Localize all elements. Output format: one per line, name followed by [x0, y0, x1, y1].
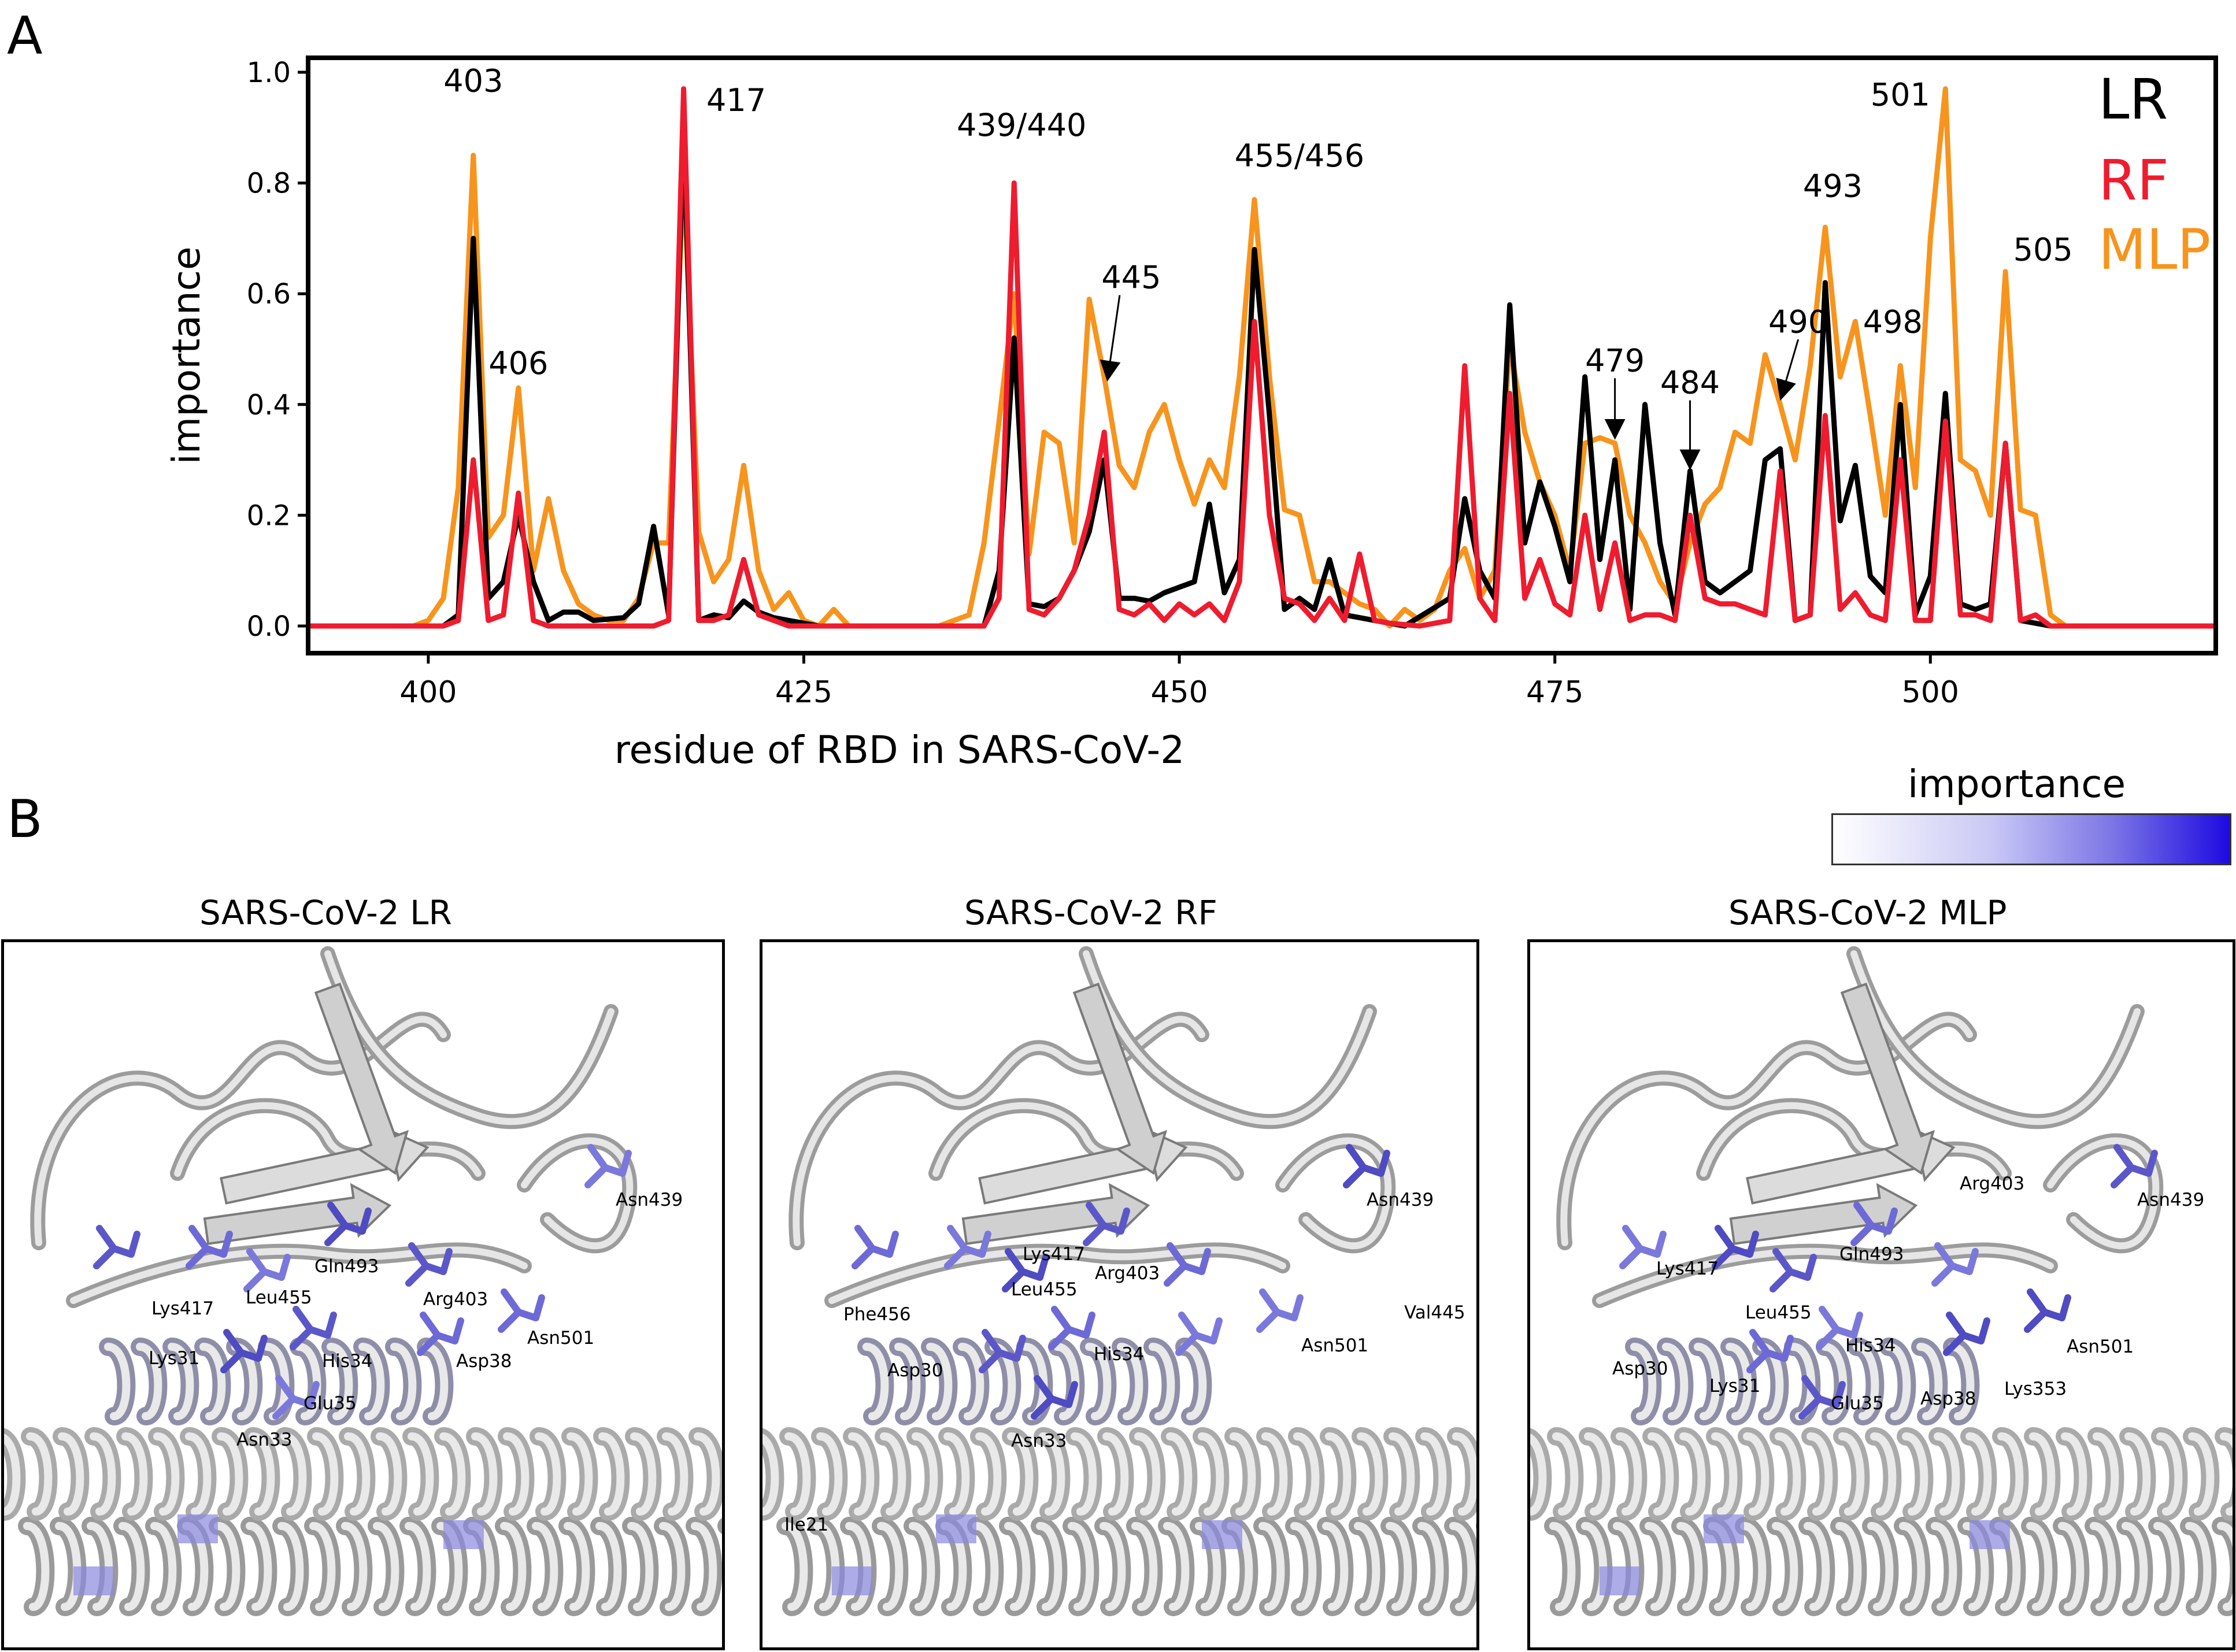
- residue-label: Asp30: [1612, 1358, 1668, 1379]
- residue-label: Asp38: [1920, 1388, 1976, 1409]
- residue-label: Lys31: [149, 1348, 200, 1369]
- peak-annotation: 484: [1660, 365, 1720, 401]
- x-tick-label: 450: [1150, 675, 1208, 710]
- residue-label: Lys417: [1656, 1258, 1719, 1279]
- x-tick-label: 425: [775, 675, 832, 710]
- y-tick-label: 1.0: [247, 57, 291, 89]
- series-line-mlp: [308, 86, 2216, 629]
- series-layer: [308, 86, 2216, 629]
- peak-annotation: 493: [1803, 168, 1863, 205]
- peak-annotation: 505: [2013, 232, 2073, 268]
- y-tick-label: 0.4: [247, 389, 291, 421]
- residue-label: Arg403: [1960, 1173, 2025, 1194]
- residue-label: Lys353: [2004, 1379, 2067, 1399]
- legend-entry-mlp: MLP: [2098, 217, 2211, 282]
- residue-label: Arg403: [1095, 1263, 1160, 1284]
- residue-label: His34: [1845, 1335, 1896, 1356]
- panel-a-label: A: [7, 6, 43, 66]
- residue-label: Leu455: [1745, 1302, 1812, 1323]
- residue-label: Asn33: [1011, 1431, 1067, 1451]
- residue-label: Ile21: [784, 1514, 829, 1535]
- x-tick-label: 500: [1902, 675, 1959, 710]
- annotation-arrow: [1776, 339, 1800, 401]
- importance-line-chart: 400 425 450 475 500 0.0 0.2 0.4 0.6 0.8 1.0 403 406…: [164, 55, 2218, 772]
- structure-panel-lr: Asn439 Gln493 Lys417 Leu455 Arg403 Asn50…: [1, 939, 725, 1650]
- structure-title-mlp: SARS-CoV-2 MLP: [1728, 893, 2007, 932]
- residue-label: Asn501: [527, 1328, 595, 1349]
- y-tick-label: 0.0: [247, 610, 291, 643]
- protein-ribbon-image: [4, 946, 722, 1616]
- residue-label: Asp38: [456, 1351, 512, 1372]
- peak-annotation: 417: [706, 82, 766, 118]
- peak-annotation: 479: [1585, 342, 1645, 379]
- colorbar-title: importance: [1908, 762, 2126, 806]
- residue-label: His34: [1094, 1344, 1145, 1365]
- residue-label: Asn439: [2137, 1190, 2205, 1210]
- residue-label: Val445: [1404, 1302, 1465, 1323]
- x-tick-label: 475: [1526, 675, 1583, 710]
- peak-annotation: 455/456: [1235, 138, 1364, 174]
- peak-annotation: 439/440: [957, 107, 1086, 143]
- peak-annotation: 406: [488, 345, 548, 381]
- legend-entry-rf: RF: [2098, 148, 2169, 213]
- axis-layer: 400 425 450 475 500 0.0 0.2 0.4 0.6 0.8 1.0: [247, 57, 1959, 710]
- structure-title-lr: SARS-CoV-2 LR: [199, 893, 452, 932]
- series-line-rf: [308, 86, 2216, 629]
- residue-label: Glu35: [303, 1393, 357, 1414]
- x-tick-label: 400: [399, 675, 457, 710]
- protein-ribbon-image: [762, 946, 1476, 1616]
- residue-label: Leu455: [1011, 1279, 1078, 1300]
- peak-annotation: 403: [443, 63, 503, 99]
- residue-label: His34: [322, 1351, 373, 1372]
- y-axis-label: importance: [164, 246, 209, 464]
- peak-annotation: 490: [1768, 303, 1828, 340]
- structure-panel-rf: Asn439 Lys417 Arg403 Leu455 Phe456 Val44…: [760, 939, 1479, 1650]
- annotation-layer: 403 406 417 439/440 455/456 445 479 484 490 493 49…: [443, 63, 2073, 471]
- residue-label: Gln493: [1839, 1244, 1904, 1265]
- residue-label: Lys31: [1709, 1376, 1761, 1397]
- residue-label: Lys417: [1023, 1244, 1086, 1265]
- peak-annotation: 445: [1101, 260, 1161, 296]
- residue-label: Lys417: [151, 1298, 214, 1319]
- annotation-arrow: [1100, 295, 1121, 382]
- residue-label: Asn501: [2067, 1336, 2134, 1357]
- plot-frame: [306, 55, 2218, 655]
- residue-label: Arg403: [423, 1289, 488, 1310]
- y-tick-label: 0.8: [247, 168, 291, 200]
- residue-label: Asn501: [1301, 1335, 1369, 1356]
- peak-annotation: 501: [1871, 76, 1930, 113]
- residue-label: Leu455: [246, 1287, 312, 1308]
- panel-b-label: B: [7, 789, 43, 850]
- structure-title-rf: SARS-CoV-2 RF: [964, 893, 1217, 932]
- structure-panel-mlp: Arg403 Asn439 Lys417 Gln493 Leu455 His34…: [1527, 939, 2235, 1650]
- x-axis-label: residue of RBD in SARS-CoV-2: [614, 728, 1184, 772]
- residue-label: Asn439: [1367, 1190, 1434, 1210]
- y-tick-label: 0.6: [247, 278, 291, 310]
- residue-label: Glu35: [1831, 1393, 1884, 1414]
- series-line-lr: [308, 125, 2216, 629]
- residue-label: Gln493: [314, 1256, 379, 1277]
- protein-ribbon-image: [1530, 946, 2233, 1616]
- importance-colorbar: [1831, 813, 2231, 865]
- residue-label: Phe456: [843, 1304, 911, 1325]
- residue-label: Asp30: [887, 1360, 943, 1381]
- y-tick-label: 0.2: [247, 499, 291, 532]
- residue-label: Asn33: [236, 1429, 293, 1450]
- legend-entry-lr: LR: [2098, 67, 2168, 132]
- residue-label: Asn439: [616, 1190, 683, 1210]
- peak-annotation: 498: [1863, 303, 1923, 340]
